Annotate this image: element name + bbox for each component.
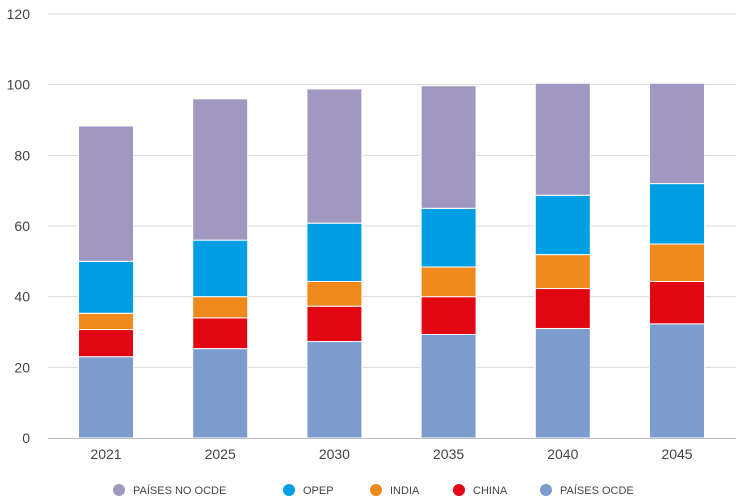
bars (78, 82, 705, 439)
legend: PAÍSES NO OCDE OPEP INDIA CHINA PAÍSES OCDE (113, 484, 634, 497)
bar-segment (78, 356, 134, 439)
x-tick-label: 2035 (433, 446, 464, 462)
legend-label: CHINA (473, 485, 508, 497)
y-tick-label: 0 (22, 430, 30, 446)
x-tick-label: 2040 (547, 446, 578, 462)
bar-segment (420, 207, 477, 268)
legend-label: INDIA (390, 485, 420, 497)
bar-segment (192, 98, 249, 241)
bar-segment (534, 288, 591, 329)
legend-swatch (283, 484, 295, 496)
bar-segment (78, 260, 134, 314)
bar-segment (534, 82, 591, 196)
bar-segment (306, 222, 363, 282)
bar-segment (649, 82, 705, 185)
x-tick-label: 2045 (661, 446, 692, 462)
y-tick-label: 120 (7, 6, 31, 22)
bar-segment (420, 85, 477, 209)
bar-segment (534, 327, 591, 439)
bar-segment (306, 341, 363, 439)
bar-segment (420, 333, 477, 439)
legend-label: OPEP (303, 485, 334, 497)
bar-segment (78, 329, 134, 358)
x-tick-label: 2025 (205, 446, 236, 462)
y-axis: 0 20 40 60 80 100 120 (7, 6, 31, 446)
bar-segment (192, 317, 249, 350)
legend-swatch (453, 484, 465, 496)
y-tick-label: 20 (14, 359, 30, 375)
legend-label: PAÍSES NO OCDE (133, 484, 226, 497)
legend-swatch (113, 484, 125, 496)
bar-segment (649, 183, 705, 245)
bar-segment (534, 254, 591, 290)
bar-segment (649, 243, 705, 282)
bar-segment (306, 280, 363, 307)
bar-segment (534, 194, 591, 256)
gridlines (48, 13, 736, 368)
bar-segment (192, 296, 249, 319)
y-tick-label: 60 (14, 218, 30, 234)
x-tick-label: 2030 (319, 446, 350, 462)
x-axis: 2021 2025 2030 2035 2040 2045 (48, 438, 736, 462)
bar-segment (192, 239, 249, 298)
bar-segment (420, 266, 477, 298)
bar-segment (78, 125, 134, 262)
legend-swatch (370, 484, 382, 496)
bar-segment (78, 312, 134, 331)
bar-segment (192, 348, 249, 439)
bar-segment (306, 305, 363, 343)
bar-segment (649, 280, 705, 325)
bar-segment (649, 323, 705, 439)
legend-label: PAÍSES OCDE (560, 484, 634, 497)
x-tick-label: 2021 (90, 446, 121, 462)
y-tick-label: 80 (14, 147, 30, 163)
bar-segment (306, 88, 363, 224)
legend-swatch (540, 484, 552, 496)
y-tick-label: 100 (7, 77, 31, 93)
y-tick-label: 40 (14, 289, 30, 305)
bar-segment (420, 296, 477, 335)
